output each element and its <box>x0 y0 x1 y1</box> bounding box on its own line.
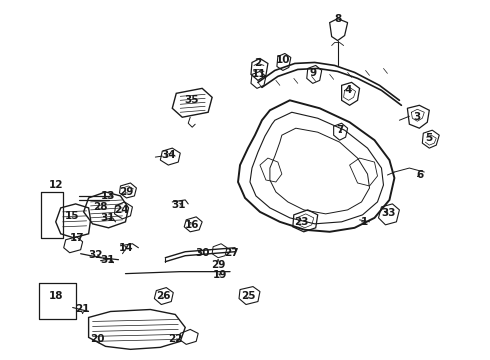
Text: 22: 22 <box>168 334 182 345</box>
Text: 11: 11 <box>252 69 266 80</box>
Text: 29: 29 <box>211 260 225 270</box>
Text: 7: 7 <box>336 125 343 135</box>
Text: 13: 13 <box>101 191 116 201</box>
Text: 9: 9 <box>309 68 317 78</box>
Text: 26: 26 <box>156 291 171 301</box>
Text: 2: 2 <box>254 58 262 68</box>
Text: 33: 33 <box>381 208 396 218</box>
Text: 6: 6 <box>416 170 424 180</box>
Text: 17: 17 <box>70 233 84 243</box>
Text: 1: 1 <box>361 217 368 227</box>
Text: 31: 31 <box>171 200 186 210</box>
Text: 12: 12 <box>49 180 63 190</box>
Text: 15: 15 <box>64 211 79 221</box>
Text: 14: 14 <box>119 243 134 253</box>
Text: 3: 3 <box>414 112 421 122</box>
Text: 25: 25 <box>241 291 255 301</box>
Text: 34: 34 <box>161 150 175 160</box>
Text: 10: 10 <box>275 55 290 66</box>
Text: 19: 19 <box>213 270 227 280</box>
Text: 21: 21 <box>75 305 90 315</box>
Text: 32: 32 <box>88 250 103 260</box>
Text: 20: 20 <box>90 334 105 345</box>
Text: 28: 28 <box>93 202 108 212</box>
Text: 16: 16 <box>185 220 199 230</box>
Text: 8: 8 <box>334 14 341 24</box>
Text: 35: 35 <box>184 95 198 105</box>
Text: 18: 18 <box>49 291 63 301</box>
Text: 27: 27 <box>224 248 238 258</box>
Text: 31: 31 <box>100 213 115 223</box>
Text: 30: 30 <box>195 248 209 258</box>
Text: 24: 24 <box>114 205 129 215</box>
Text: 31: 31 <box>100 255 115 265</box>
Text: 29: 29 <box>119 187 134 197</box>
Text: 5: 5 <box>426 133 433 143</box>
Text: 4: 4 <box>345 85 352 95</box>
Text: 23: 23 <box>294 217 309 227</box>
